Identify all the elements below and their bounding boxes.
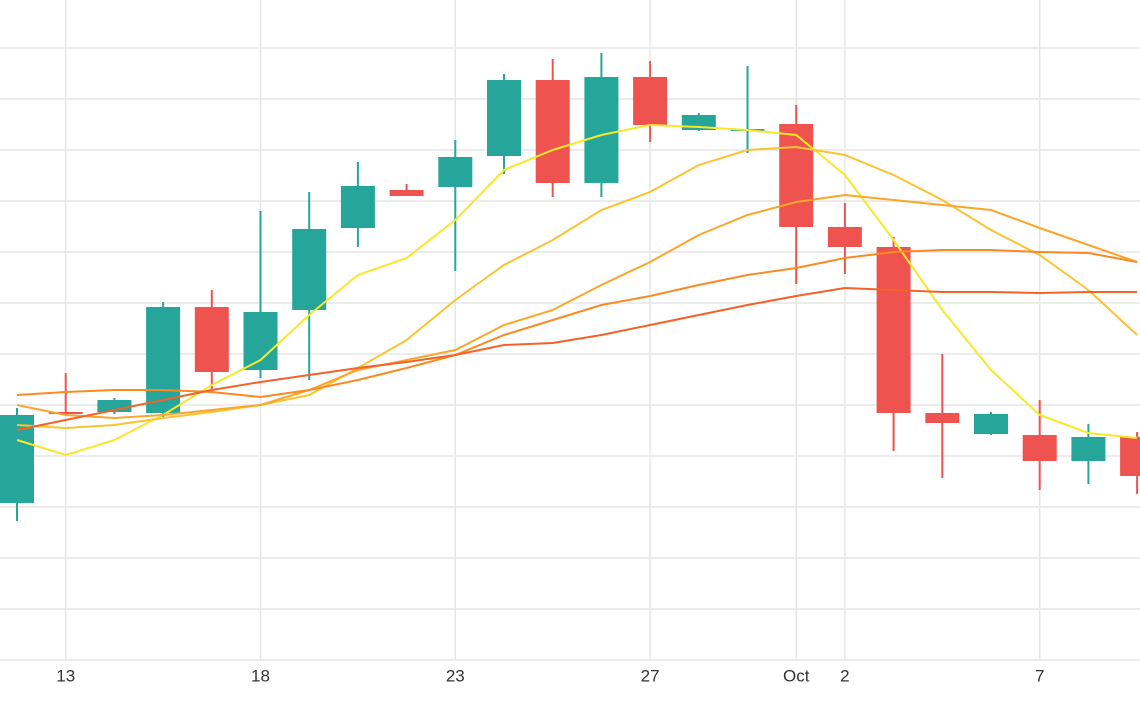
x-tick-label: 27 (641, 666, 660, 685)
moving-average-line (16, 193, 1138, 420)
candle-body (827, 227, 862, 247)
x-tick-label: 23 (446, 666, 465, 685)
moving-average-line (16, 123, 1138, 457)
candle-body (438, 157, 473, 187)
candle-body (633, 77, 668, 125)
candle-body (243, 312, 278, 370)
candle-body (340, 186, 375, 228)
candle-body (1022, 435, 1057, 461)
candle-body (389, 190, 424, 196)
x-tick-label: Oct (783, 666, 810, 685)
candle-body (925, 413, 960, 423)
candle-body (292, 229, 327, 310)
candle-body (1071, 437, 1106, 461)
moving-average-line (16, 145, 1138, 430)
candle-body (584, 77, 619, 183)
x-tick-label: 7 (1035, 666, 1044, 685)
x-tick-label: 2 (840, 666, 849, 685)
moving-average-line (16, 286, 1138, 431)
candle-body (194, 307, 229, 372)
candle-body (535, 80, 570, 183)
candle-body (1120, 437, 1140, 476)
candle-body (876, 247, 911, 413)
candle-body (48, 412, 83, 414)
candle-body (487, 80, 521, 156)
moving-average-line (16, 249, 1138, 399)
candle-body (146, 307, 181, 413)
x-tick-label: 18 (251, 666, 270, 685)
x-tick-label: 13 (56, 666, 75, 685)
candle-body (974, 414, 1008, 434)
candle-body (779, 124, 814, 227)
